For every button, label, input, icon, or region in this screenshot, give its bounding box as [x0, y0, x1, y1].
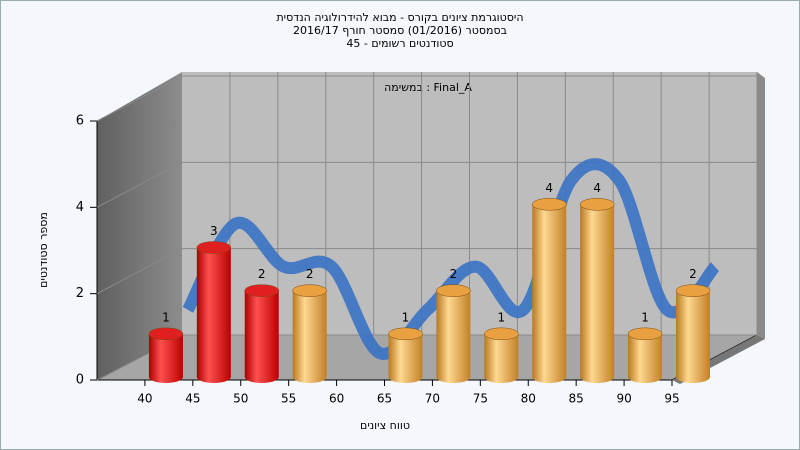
bar-top [244, 284, 279, 297]
data-label: 1 [402, 310, 410, 324]
bar-top [292, 284, 327, 297]
bar-top [196, 241, 232, 254]
x-tick-label: 90 [616, 392, 631, 406]
x-tick-label: 45 [185, 392, 200, 406]
x-tick-label: 75 [473, 392, 488, 406]
bar [196, 247, 231, 377]
data-label: 1 [641, 310, 649, 324]
x-tick-label: 85 [569, 392, 584, 406]
grid-line [96, 75, 183, 122]
bar [676, 290, 710, 377]
bar-top [388, 327, 423, 341]
bar [244, 290, 279, 377]
data-label: 2 [258, 267, 266, 281]
x-tick-label: 40 [137, 392, 152, 406]
data-label: 2 [450, 267, 458, 281]
title-line: היסטוגרמת ציונים בקורס - מבוא להידרולוגי… [276, 11, 523, 24]
data-label: 2 [306, 267, 314, 281]
left-wall [97, 72, 182, 380]
y-tick-label: 6 [76, 114, 84, 129]
bar [436, 290, 471, 377]
data-label: 4 [545, 181, 553, 195]
x-axis-title: טווח ציונים [360, 419, 410, 432]
bar [388, 333, 423, 377]
title-line: סטודנטים רשומים - 45 [346, 37, 453, 50]
data-label: 2 [689, 267, 697, 281]
x-tick-label: 55 [281, 392, 296, 406]
title-line: בסמסטר (01/2016) סמסטר חורף 2016/17 [293, 24, 507, 37]
x-tick-label: 60 [329, 392, 344, 406]
data-label: 3 [210, 224, 218, 238]
y-axis-title: מספר סטודנטים [37, 212, 50, 288]
bar-top [148, 327, 184, 341]
bar-top [532, 198, 567, 211]
data-label: 4 [593, 181, 601, 195]
bar-top [436, 284, 471, 297]
bar-top [579, 198, 615, 211]
y-tick-label: 2 [76, 286, 84, 301]
y-tick-label: 4 [76, 200, 84, 215]
data-label: 1 [498, 310, 506, 324]
grid-line [96, 161, 183, 208]
x-tick-label: 95 [664, 392, 679, 406]
x-tick-label: 70 [425, 392, 440, 406]
bar-top [484, 327, 519, 341]
x-tick-label: 65 [377, 392, 392, 406]
trend-ribbon [182, 158, 720, 360]
bar [628, 333, 663, 377]
bar-top [675, 284, 711, 297]
y-tick-label: 0 [76, 373, 84, 388]
bar [484, 333, 519, 377]
annotation: במשימה : Final_A [384, 81, 472, 94]
grid-line [96, 248, 183, 295]
wall-edge [757, 72, 765, 339]
bar [580, 204, 615, 377]
bar [532, 204, 567, 377]
x-tick-label: 50 [233, 392, 248, 406]
bar-top [627, 327, 663, 341]
bar [148, 333, 183, 377]
bar [292, 290, 327, 377]
data-label: 1 [162, 310, 170, 324]
x-tick-label: 80 [521, 392, 536, 406]
